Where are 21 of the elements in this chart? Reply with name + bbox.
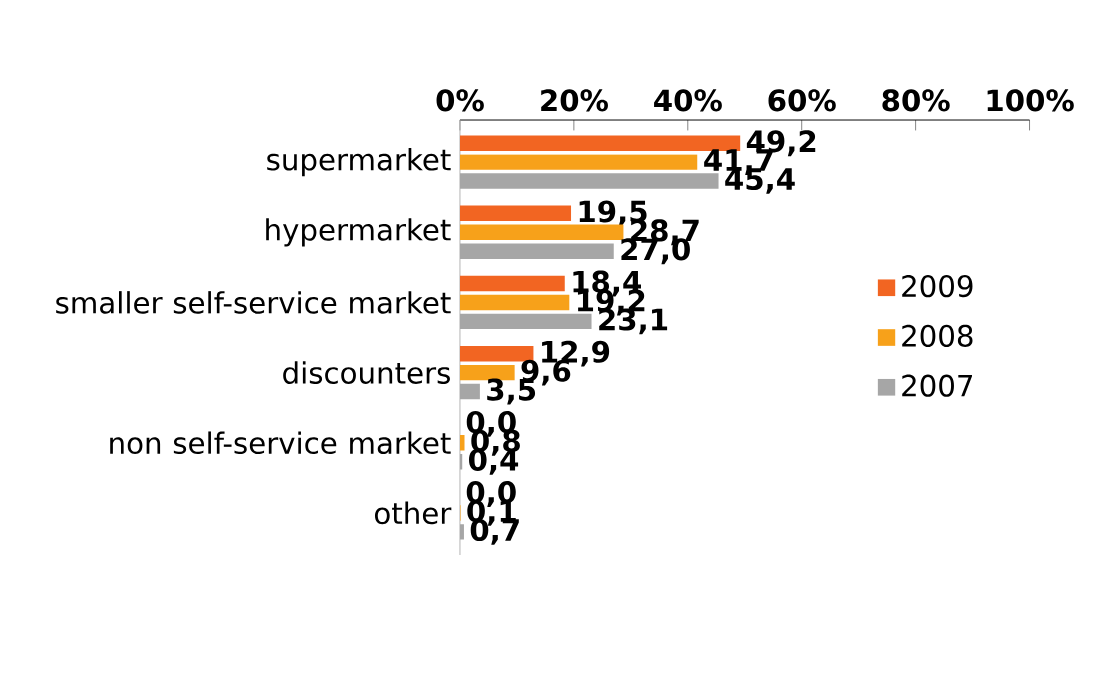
legend-label: 2009 <box>902 275 973 298</box>
y-tick-label: smaller self-service market <box>56 291 451 314</box>
x-tick-label: 20% <box>541 89 608 112</box>
bar <box>459 154 698 170</box>
x-tick-label: 80% <box>882 89 950 112</box>
bar <box>459 294 570 311</box>
y-tick-label: other <box>375 501 452 525</box>
legend-label: 2007 <box>902 374 973 397</box>
x-tick-label: 40% <box>654 89 722 112</box>
y-tick-label: non self-service market <box>110 431 451 455</box>
y-tick-label: discounters <box>283 361 450 384</box>
x-tick-label: 0% <box>436 89 484 112</box>
bar <box>459 435 465 451</box>
x-tick-label: 60% <box>768 89 836 112</box>
y-tick-label: hypermarket <box>266 218 451 247</box>
y-tick-label: supermarket <box>267 148 451 177</box>
bar <box>459 205 572 222</box>
bar <box>459 275 565 292</box>
legend-label: 2008 <box>902 324 973 348</box>
bar <box>459 135 741 151</box>
x-tick-label: 100% <box>987 89 1074 112</box>
